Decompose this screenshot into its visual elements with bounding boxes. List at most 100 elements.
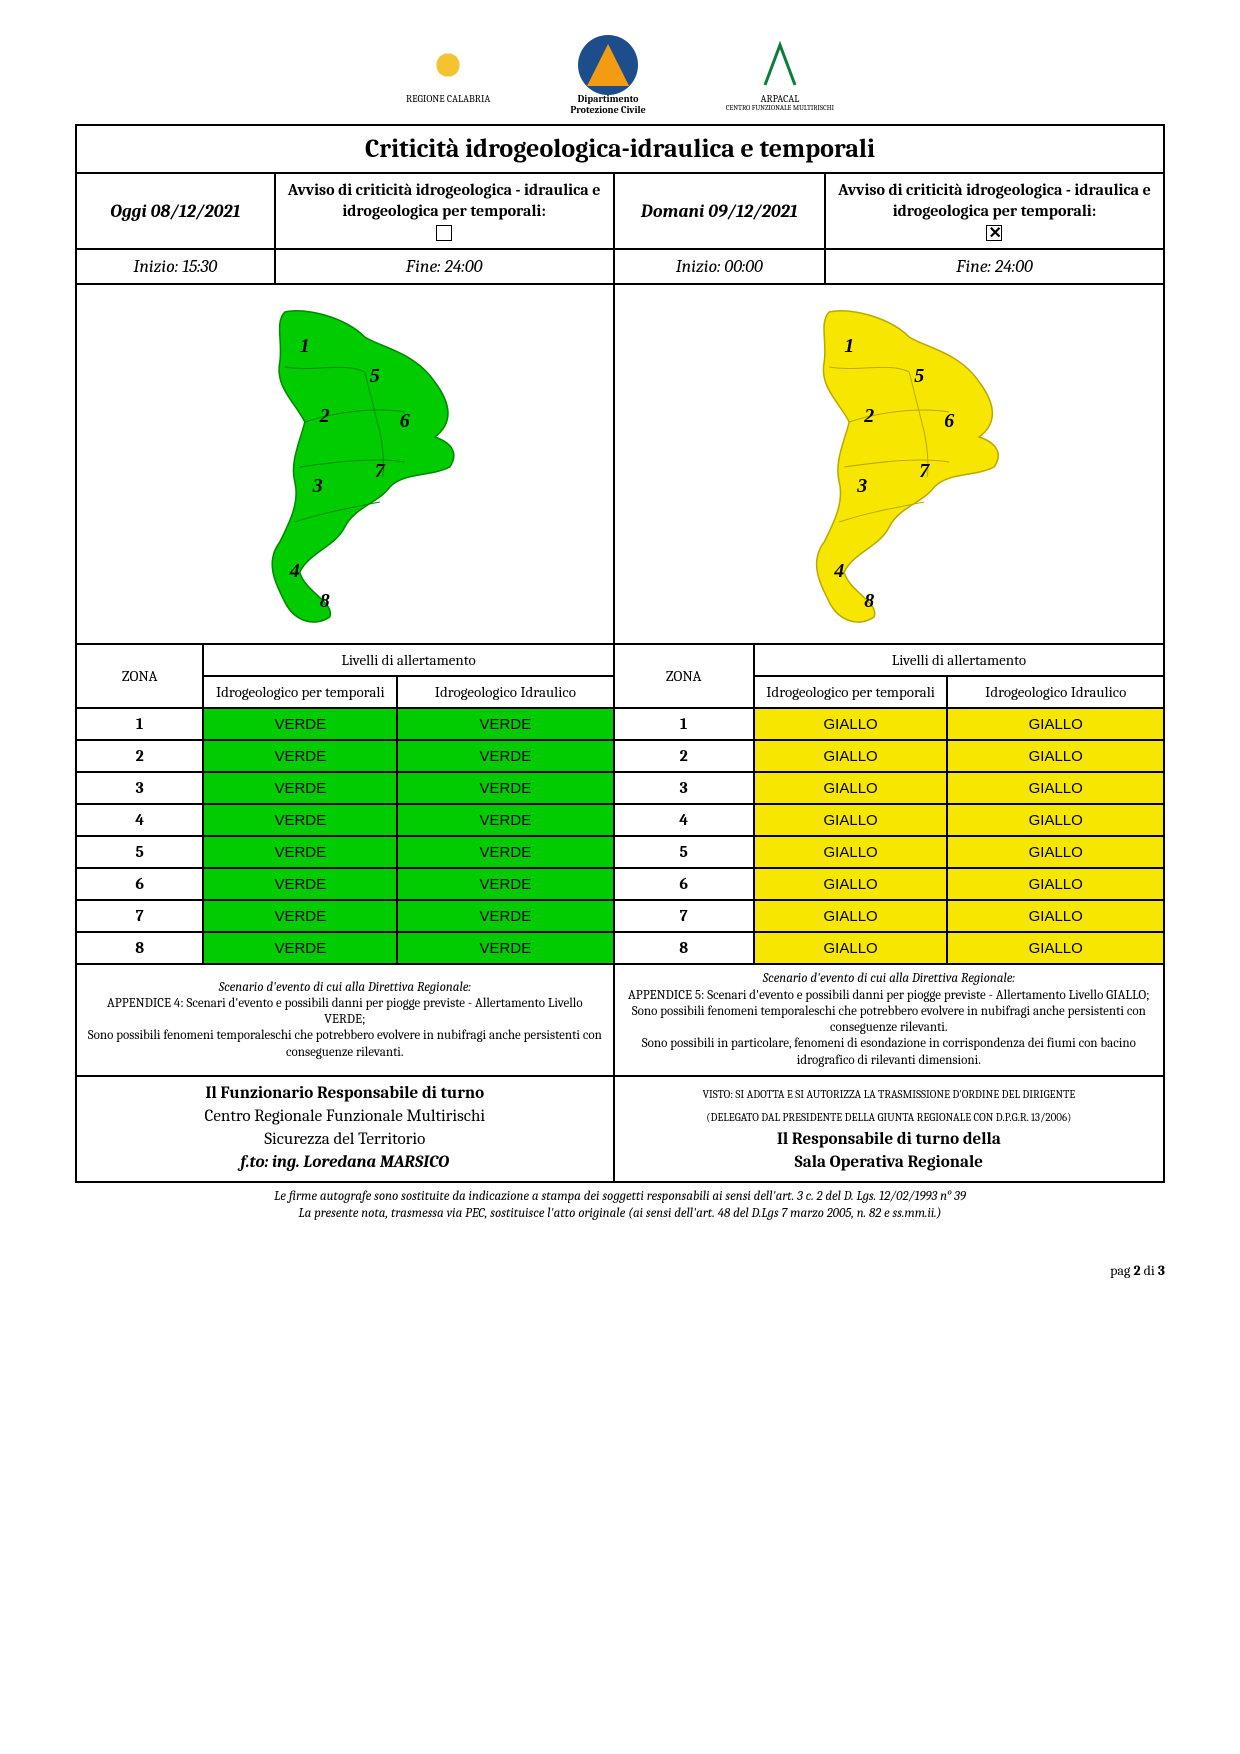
svg-text:6: 6 — [944, 410, 954, 432]
table-row: 2VERDEVERDE2GIALLOGIALLO — [76, 740, 1164, 772]
table-row: 3VERDEVERDE3GIALLOGIALLO — [76, 772, 1164, 804]
today-avviso: Avviso di criticità idrogeologica - idra… — [275, 173, 614, 249]
tomorrow-level-temporali: GIALLO — [754, 740, 948, 772]
tomorrow-fine: Fine: 24:00 — [825, 249, 1164, 284]
zona-header-tomorrow: ZONA — [614, 644, 754, 708]
tomorrow-level-temporali: GIALLO — [754, 804, 948, 836]
tomorrow-level-temporali: GIALLO — [754, 772, 948, 804]
livelli-header-tomorrow: Livelli di allertamento — [754, 644, 1164, 676]
table-row: 4VERDEVERDE4GIALLOGIALLO — [76, 804, 1164, 836]
svg-text:3: 3 — [856, 475, 867, 497]
logo-regione: REGIONE CALABRIA — [406, 40, 490, 116]
zone-number: 8 — [76, 932, 203, 964]
svg-text:5: 5 — [370, 365, 380, 387]
svg-text:8: 8 — [864, 590, 874, 612]
table-row: 5VERDEVERDE5GIALLOGIALLO — [76, 836, 1164, 868]
col-temporali-tomorrow: Idrogeologico per temporali — [754, 676, 948, 708]
svg-text:6: 6 — [400, 410, 410, 432]
tomorrow-level-idraulico: GIALLO — [947, 868, 1164, 900]
bulletin-table: Criticità idrogeologica-idraulica e temp… — [75, 124, 1165, 1183]
footnote: Le firme autografe sono sostituite da in… — [75, 1189, 1165, 1223]
tomorrow-level-idraulico: GIALLO — [947, 900, 1164, 932]
table-row: 6VERDEVERDE6GIALLOGIALLO — [76, 868, 1164, 900]
logo-protezione-civile: Dipartimento Protezione Civile — [570, 40, 645, 116]
zone-number: 5 — [76, 836, 203, 868]
zone-number: 3 — [614, 772, 754, 804]
tomorrow-level-idraulico: GIALLO — [947, 740, 1164, 772]
svg-text:7: 7 — [375, 460, 386, 482]
today-scenario: Scenario d'evento di cui alla Direttiva … — [76, 964, 614, 1076]
tomorrow-level-temporali: GIALLO — [754, 836, 948, 868]
signature-left: Il Funzionario Responsabile di turno Cen… — [76, 1076, 614, 1182]
today-inizio: Inizio: 15:30 — [76, 249, 275, 284]
tomorrow-checkbox — [986, 225, 1002, 241]
tomorrow-inizio: Inizio: 00:00 — [614, 249, 825, 284]
today-level-temporali: VERDE — [203, 740, 397, 772]
today-level-temporali: VERDE — [203, 836, 397, 868]
zone-number: 7 — [614, 900, 754, 932]
zone-number: 2 — [614, 740, 754, 772]
table-row: 1VERDEVERDE1GIALLOGIALLO — [76, 708, 1164, 740]
svg-text:5: 5 — [914, 365, 924, 387]
today-level-idraulico: VERDE — [397, 868, 613, 900]
today-map: 12345678 — [76, 284, 614, 644]
today-level-temporali: VERDE — [203, 900, 397, 932]
col-idraulico-tomorrow: Idrogeologico Idraulico — [947, 676, 1164, 708]
svg-text:3: 3 — [312, 475, 323, 497]
zone-number: 1 — [614, 708, 754, 740]
today-level-idraulico: VERDE — [397, 836, 613, 868]
today-level-idraulico: VERDE — [397, 740, 613, 772]
zone-number: 6 — [76, 868, 203, 900]
zone-number: 8 — [614, 932, 754, 964]
table-row: 8VERDEVERDE8GIALLOGIALLO — [76, 932, 1164, 964]
svg-text:1: 1 — [844, 335, 854, 357]
today-level-idraulico: VERDE — [397, 708, 613, 740]
tomorrow-level-idraulico: GIALLO — [947, 836, 1164, 868]
page-number: pag 2 di 3 — [75, 1262, 1165, 1279]
tomorrow-map: 1 2 3 4 5 6 7 8 — [614, 284, 1164, 644]
tomorrow-level-idraulico: GIALLO — [947, 804, 1164, 836]
tomorrow-avviso: Avviso di criticità idrogeologica - idra… — [825, 173, 1164, 249]
today-date: Oggi 08/12/2021 — [76, 173, 275, 249]
logo-arpacal: ARPACAL CENTRO FUNZIONALE MULTIRISCHI — [726, 40, 834, 116]
today-level-temporali: VERDE — [203, 772, 397, 804]
today-level-temporali: VERDE — [203, 804, 397, 836]
zone-number: 2 — [76, 740, 203, 772]
zona-header-today: ZONA — [76, 644, 203, 708]
svg-text:7: 7 — [919, 460, 930, 482]
tomorrow-level-temporali: GIALLO — [754, 932, 948, 964]
signature-right: VISTO: SI ADOTTA E SI AUTORIZZA LA TRASM… — [614, 1076, 1164, 1182]
today-level-temporali: VERDE — [203, 868, 397, 900]
header-logos: REGIONE CALABRIA Dipartimento Protezione… — [75, 40, 1165, 116]
zone-number: 5 — [614, 836, 754, 868]
col-idraulico-today: Idrogeologico Idraulico — [397, 676, 613, 708]
zone-number: 7 — [76, 900, 203, 932]
today-level-temporali: VERDE — [203, 932, 397, 964]
svg-text:8: 8 — [320, 590, 330, 612]
livelli-header-today: Livelli di allertamento — [203, 644, 613, 676]
zone-number: 4 — [614, 804, 754, 836]
tomorrow-level-temporali: GIALLO — [754, 708, 948, 740]
tomorrow-level-idraulico: GIALLO — [947, 772, 1164, 804]
tomorrow-level-temporali: GIALLO — [754, 868, 948, 900]
tomorrow-level-idraulico: GIALLO — [947, 708, 1164, 740]
today-checkbox — [436, 225, 452, 241]
svg-text:2: 2 — [863, 405, 874, 427]
today-level-temporali: VERDE — [203, 708, 397, 740]
col-temporali-today: Idrogeologico per temporali — [203, 676, 397, 708]
today-level-idraulico: VERDE — [397, 772, 613, 804]
logo-regione-label: REGIONE CALABRIA — [406, 94, 490, 105]
svg-text:4: 4 — [833, 560, 844, 582]
today-level-idraulico: VERDE — [397, 804, 613, 836]
tomorrow-date: Domani 09/12/2021 — [614, 173, 825, 249]
today-fine: Fine: 24:00 — [275, 249, 614, 284]
zone-number: 6 — [614, 868, 754, 900]
today-level-idraulico: VERDE — [397, 932, 613, 964]
tomorrow-level-idraulico: GIALLO — [947, 932, 1164, 964]
svg-text:4: 4 — [289, 560, 300, 582]
zone-number: 4 — [76, 804, 203, 836]
svg-text:2: 2 — [319, 405, 330, 427]
bulletin-title: Criticità idrogeologica-idraulica e temp… — [76, 125, 1164, 173]
today-level-idraulico: VERDE — [397, 900, 613, 932]
table-row: 7VERDEVERDE7GIALLOGIALLO — [76, 900, 1164, 932]
